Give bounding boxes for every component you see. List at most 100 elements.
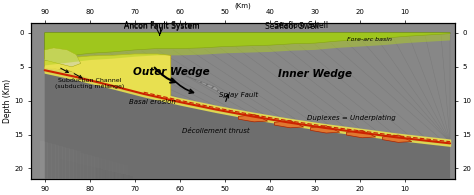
Polygon shape	[274, 121, 304, 128]
Bar	[94, 167, 97, 194]
Bar	[130, 167, 135, 195]
Bar	[58, 146, 63, 187]
Bar	[87, 155, 91, 195]
Bar	[54, 158, 56, 185]
Bar	[109, 161, 113, 195]
Bar	[110, 171, 112, 195]
Text: Seafloor Swell: Seafloor Swell	[265, 22, 319, 31]
Bar	[121, 174, 124, 195]
Bar	[51, 157, 54, 184]
Bar	[105, 160, 109, 195]
Bar	[101, 159, 106, 195]
Polygon shape	[45, 54, 171, 101]
Bar	[65, 148, 70, 189]
Bar	[69, 161, 72, 189]
Bar	[74, 162, 76, 190]
Bar	[72, 162, 74, 189]
Polygon shape	[238, 114, 268, 122]
Bar	[80, 152, 84, 193]
Bar	[98, 158, 102, 195]
Text: Fore-arc basin: Fore-arc basin	[346, 37, 392, 42]
Polygon shape	[45, 33, 450, 59]
Bar	[119, 164, 124, 195]
Text: Splay Fault: Splay Fault	[219, 92, 258, 98]
Text: Basal erosion: Basal erosion	[129, 99, 176, 105]
Bar	[81, 164, 83, 191]
Y-axis label: Depth (Km): Depth (Km)	[3, 79, 12, 123]
Bar	[128, 176, 130, 195]
Bar	[117, 173, 119, 195]
Bar	[126, 175, 128, 195]
Polygon shape	[310, 126, 340, 133]
Bar	[127, 166, 131, 195]
Bar	[108, 171, 110, 195]
Bar	[91, 156, 95, 195]
Bar	[40, 141, 45, 182]
Bar	[148, 172, 153, 195]
Bar	[85, 165, 88, 192]
Bar	[73, 151, 77, 191]
Polygon shape	[45, 70, 450, 179]
Bar	[78, 164, 81, 191]
Bar	[112, 172, 115, 195]
Bar	[58, 159, 61, 186]
Bar	[87, 166, 90, 193]
Bar	[137, 169, 142, 195]
Text: Inner Wedge: Inner Wedge	[278, 69, 352, 79]
Bar	[159, 175, 164, 195]
X-axis label: (Km): (Km)	[235, 3, 251, 9]
Bar	[51, 144, 55, 185]
Polygon shape	[45, 48, 81, 67]
Bar	[44, 142, 48, 183]
Polygon shape	[45, 33, 450, 66]
Bar	[56, 158, 58, 185]
Bar	[163, 176, 167, 195]
Bar	[60, 159, 63, 186]
Polygon shape	[112, 57, 225, 97]
Text: Ancon Fault System: Ancon Fault System	[124, 21, 200, 30]
Bar	[47, 143, 52, 184]
Bar	[76, 163, 79, 190]
Text: Décollement thrust: Décollement thrust	[182, 128, 250, 134]
Bar	[103, 169, 106, 195]
Bar	[123, 165, 128, 195]
Text: Outer Wedge: Outer Wedge	[133, 67, 209, 77]
Bar	[134, 168, 138, 195]
Bar	[119, 173, 121, 195]
Bar	[69, 149, 73, 190]
Polygon shape	[45, 34, 450, 143]
Bar	[101, 169, 103, 195]
Bar	[105, 170, 108, 195]
Bar	[55, 145, 59, 186]
Bar	[96, 168, 99, 195]
Bar	[83, 153, 88, 194]
Bar	[45, 155, 47, 183]
Bar	[65, 160, 67, 187]
Bar	[116, 163, 120, 195]
Bar	[76, 152, 81, 192]
Text: Ancon Fault System: Ancon Fault System	[124, 22, 200, 31]
Bar	[145, 171, 149, 195]
Bar	[67, 161, 70, 188]
Bar	[152, 173, 156, 195]
Bar	[83, 165, 85, 192]
Bar	[99, 168, 101, 195]
Bar	[94, 157, 99, 195]
Bar	[123, 174, 126, 195]
Bar	[112, 162, 117, 195]
Bar	[92, 167, 94, 194]
Polygon shape	[383, 135, 412, 142]
Bar	[49, 157, 52, 184]
Bar	[114, 172, 117, 195]
Text: Subduction Channel
(subducting mélange): Subduction Channel (subducting mélange)	[55, 78, 124, 90]
Bar	[42, 155, 45, 182]
Bar	[130, 176, 133, 195]
Bar	[62, 147, 66, 188]
Text: Duplexes = Underplating: Duplexes = Underplating	[307, 115, 395, 121]
Bar	[63, 160, 65, 187]
Bar	[90, 166, 92, 193]
Polygon shape	[346, 130, 376, 138]
Bar	[141, 170, 146, 195]
Bar	[155, 174, 160, 195]
Text: Seafloor Swell: Seafloor Swell	[274, 21, 328, 30]
